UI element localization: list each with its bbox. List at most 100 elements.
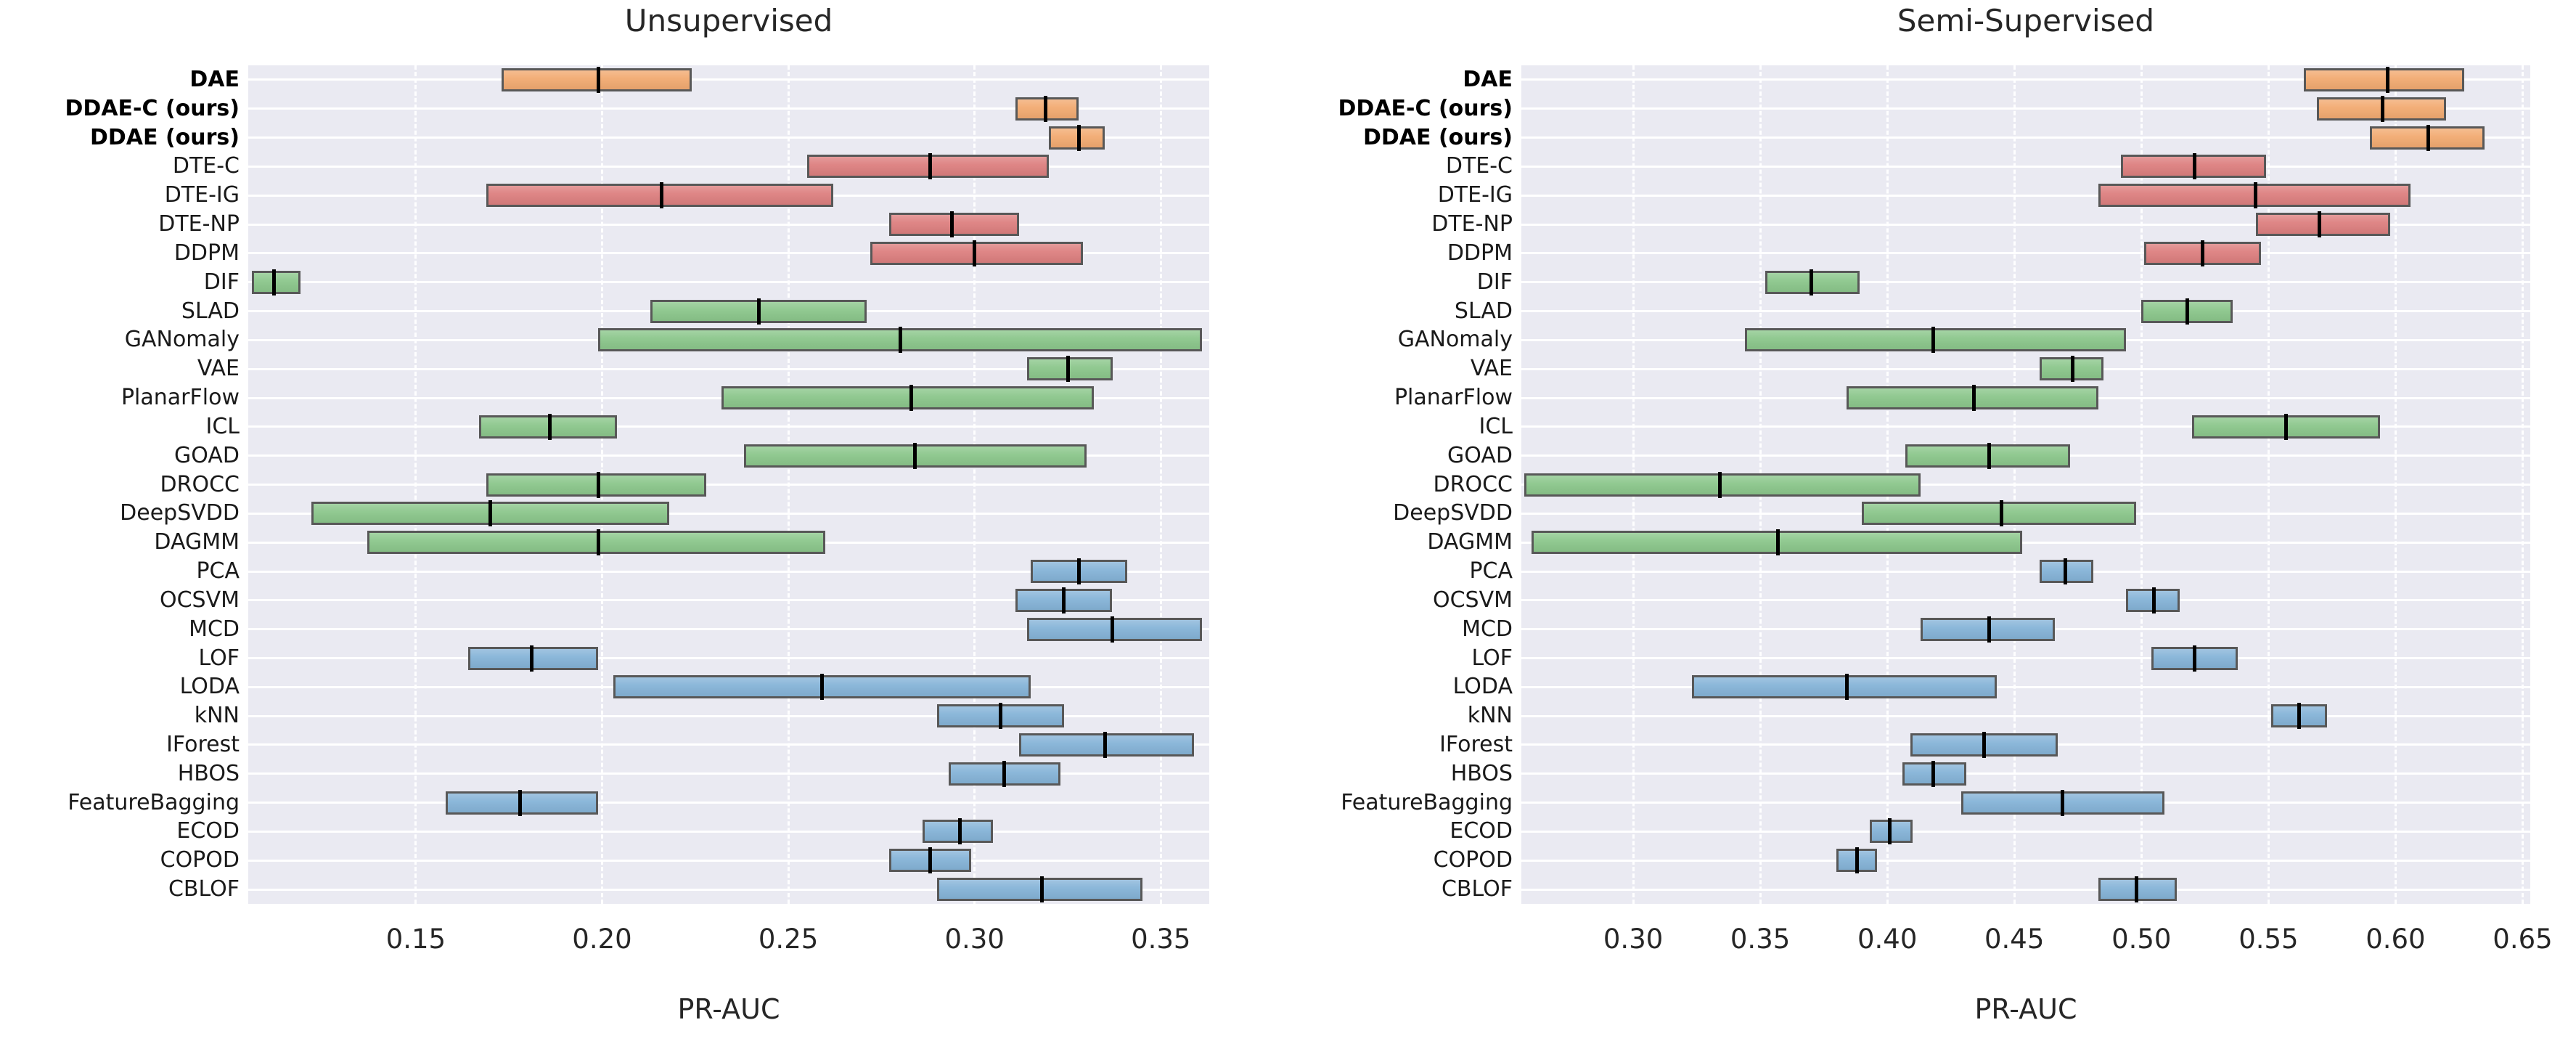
row-label-mcd: MCD	[1462, 616, 1513, 642]
median-line	[1066, 356, 1070, 383]
row-label-mcd: MCD	[189, 616, 240, 642]
row-label-ecod: ECOD	[176, 818, 240, 844]
x-gridline	[1159, 65, 1162, 904]
row-label-vae: VAE	[1470, 356, 1513, 382]
row-label-dif: DIF	[203, 269, 240, 295]
y-gridline	[248, 223, 1209, 226]
row-label-planarflow: PlanarFlow	[120, 385, 240, 410]
median-line	[999, 703, 1003, 730]
median-line	[518, 789, 523, 816]
y-gridline	[248, 425, 1209, 428]
median-line	[2426, 124, 2431, 151]
row-label-dif: DIF	[1476, 269, 1513, 295]
row-label-dagmm: DAGMM	[1427, 529, 1513, 555]
row-label-goad: GOAD	[174, 442, 240, 468]
y-gridline	[248, 454, 1209, 457]
median-line	[529, 645, 533, 672]
y-gridline	[1521, 252, 2530, 255]
median-line	[2381, 95, 2385, 122]
row-label-loda: LODA	[1452, 674, 1513, 700]
row-label-icl: ICL	[1479, 413, 1513, 439]
box-bar-dae	[502, 68, 692, 91]
median-line	[272, 269, 277, 295]
x-gridline	[2522, 65, 2524, 904]
row-label-dte-ig: DTE-IG	[164, 182, 240, 208]
box-bar-dagmm	[367, 531, 826, 555]
y-gridline	[248, 714, 1209, 717]
x-gridline	[787, 65, 790, 904]
row-label-ddpm: DDPM	[173, 240, 240, 266]
median-line	[2193, 645, 2197, 672]
median-line	[1931, 327, 1935, 354]
median-line	[928, 847, 932, 874]
y-gridline	[248, 743, 1209, 746]
x-gridline	[2394, 65, 2397, 904]
y-gridline	[1521, 714, 2530, 717]
row-label-deepsvdd: DeepSVDD	[1393, 500, 1513, 526]
y-gridline	[1521, 367, 2530, 370]
median-line	[898, 327, 902, 354]
median-line	[2063, 558, 2067, 584]
row-label-dte-np: DTE-NP	[158, 211, 240, 237]
row-label-icl: ICL	[205, 413, 240, 439]
row-label-copod: COPOD	[160, 847, 240, 873]
row-label-dte-ig: DTE-IG	[1437, 182, 1513, 208]
median-line	[2254, 182, 2258, 209]
box-bar-icl	[479, 415, 618, 439]
row-label-pca: PCA	[196, 558, 240, 584]
median-line	[1076, 558, 1081, 584]
row-label-lof: LOF	[1471, 645, 1513, 671]
y-gridline	[248, 830, 1209, 833]
row-label-copod: COPOD	[1433, 847, 1513, 873]
box-bar-lof	[467, 646, 599, 670]
median-line	[2071, 356, 2075, 383]
y-gridline	[1521, 772, 2530, 775]
x-tick-label: 0.60	[2366, 923, 2426, 955]
median-line	[1776, 529, 1780, 556]
x-tick-label: 0.40	[1857, 923, 1918, 955]
median-line	[2061, 789, 2065, 816]
median-line	[1039, 876, 1044, 903]
row-label-ddae-c-ours-: DDAE-C (ours)	[1338, 95, 1513, 121]
median-line	[1931, 760, 1935, 787]
x-axis-label-unsupervised: PR-AUC	[677, 993, 780, 1025]
y-gridline	[1521, 541, 2530, 544]
box-bar-cblof	[937, 878, 1142, 902]
box-bar-loda	[1691, 675, 1997, 699]
median-line	[1717, 471, 1722, 498]
row-label-ocsvm: OCSVM	[1432, 587, 1513, 613]
y-gridline	[1521, 281, 2530, 284]
median-line	[596, 66, 600, 93]
median-line	[2297, 703, 2301, 730]
median-line	[1844, 674, 1849, 701]
row-label-goad: GOAD	[1447, 442, 1513, 468]
median-line	[756, 298, 761, 325]
y-gridline	[248, 367, 1209, 370]
median-line	[1987, 442, 1991, 469]
x-axis-label-semi-supervised: PR-AUC	[1974, 993, 2077, 1025]
row-label-iforest: IForest	[1439, 731, 1513, 757]
y-gridline	[1521, 194, 2530, 197]
median-line	[2000, 500, 2004, 527]
row-label-lof: LOF	[198, 645, 240, 671]
row-label-hbos: HBOS	[1450, 760, 1513, 786]
box-bar-planarflow	[721, 386, 1094, 409]
y-gridline	[1521, 165, 2530, 168]
median-line	[1982, 731, 1986, 758]
median-line	[2193, 153, 2197, 180]
box-bar-featurebagging	[446, 791, 599, 815]
median-line	[909, 385, 913, 411]
box-bar-dte-np	[888, 213, 1020, 237]
y-gridline	[248, 888, 1209, 891]
median-line	[1103, 731, 1107, 758]
row-label-ocsvm: OCSVM	[159, 587, 240, 613]
x-gridline	[2140, 65, 2143, 904]
x-tick-label: 0.55	[2238, 923, 2299, 955]
y-gridline	[1521, 425, 2530, 428]
row-label-featurebagging: FeatureBagging	[68, 789, 240, 815]
y-gridline	[248, 136, 1209, 139]
box-bar-dte-ig	[486, 184, 833, 208]
y-gridline	[248, 570, 1209, 573]
row-label-knn: kNN	[1467, 703, 1513, 729]
